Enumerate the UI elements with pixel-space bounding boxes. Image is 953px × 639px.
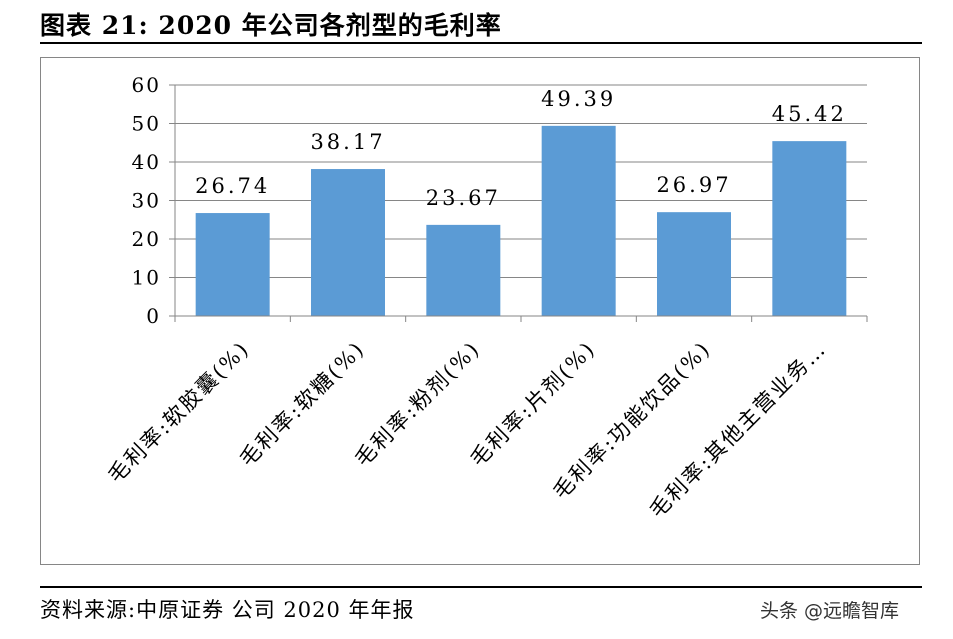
x-category-label: 毛利率:粉剂(%) (350, 337, 485, 472)
x-category-label: 毛利率:软胶囊(%) (103, 337, 254, 488)
page-title: 图表 21: 2020 年公司各剂型的毛利率 (40, 11, 502, 40)
source-note: 资料来源:中原证券 公司 2020 年年报 (40, 598, 415, 622)
bar (772, 141, 847, 316)
y-tick-label: 0 (146, 304, 161, 328)
bar (657, 212, 731, 316)
bar (311, 169, 385, 316)
y-tick-label: 50 (132, 112, 161, 136)
bar (426, 224, 501, 316)
y-tick-label: 40 (132, 150, 161, 174)
watermark: 头条 @远瞻智库 (760, 600, 900, 622)
y-tick-label: 10 (132, 266, 161, 290)
y-tick-label: 30 (132, 189, 161, 213)
data-label: 23.67 (426, 186, 501, 210)
chart-frame (40, 57, 920, 565)
y-tick-label: 60 (132, 73, 161, 97)
data-label: 49.39 (541, 87, 616, 111)
top-rule (40, 42, 922, 44)
bar (541, 125, 616, 316)
bar (195, 213, 270, 316)
data-label: 45.42 (772, 102, 847, 126)
data-label: 38.17 (310, 130, 385, 154)
data-label: 26.97 (656, 173, 731, 197)
y-tick-label: 20 (132, 227, 161, 251)
data-label: 26.74 (195, 174, 270, 198)
x-category-label: 毛利率:片剂(%) (466, 337, 601, 472)
bottom-rule (40, 586, 922, 588)
x-category-label: 毛利率:软糖(%) (235, 337, 370, 472)
